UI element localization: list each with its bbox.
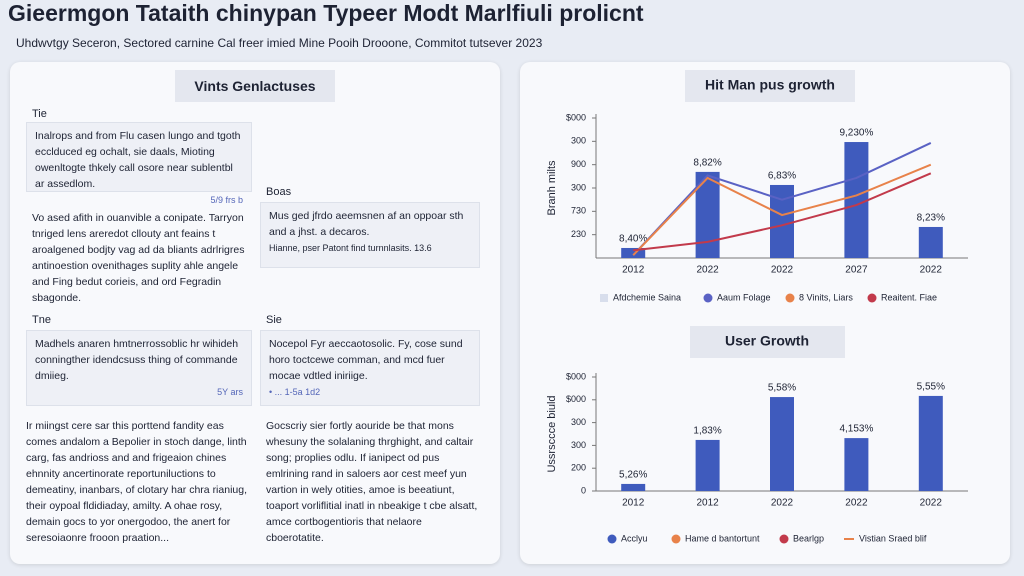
paragraph: Ir miingst cere sar this porttend fandit…	[26, 420, 248, 544]
box-note: Hianne, pser Patont find turnnlasits. 13…	[269, 243, 432, 253]
bar-label: 9,230%	[839, 128, 873, 139]
bar-label: 5,55%	[917, 382, 945, 393]
line	[632, 163, 932, 256]
x-tick-label: 2012	[696, 498, 719, 509]
bar	[844, 438, 869, 491]
left-heading: Vints Genlactuses	[175, 70, 335, 102]
text-box: Nocepol Fyr aeccaotosolic. Fy, cose sund…	[260, 330, 480, 406]
y-axis-label: Ussrsccce biuld	[546, 395, 558, 472]
bar-label: 8,82%	[693, 158, 721, 169]
legend-label: Bearlgp	[793, 533, 824, 543]
page-subtitle: Uhdwvtgy Seceron, Sectored carnine Cal f…	[16, 36, 543, 50]
y-tick-label: 900	[571, 159, 586, 169]
y-tick-label: 300	[571, 417, 586, 427]
legend-swatch	[671, 534, 681, 544]
legend-swatch	[785, 293, 795, 303]
bar-label: 6,83%	[768, 171, 796, 182]
bar-label: 1,83%	[693, 426, 721, 437]
y-tick-label: 230	[571, 229, 586, 239]
bar	[918, 226, 943, 258]
paragraph: Gocscriy sier fortly aouride be that mon…	[266, 420, 478, 544]
legend-swatch	[703, 293, 713, 303]
block-label: Tie	[32, 108, 47, 120]
box-note: 5/9 frs b	[210, 195, 243, 205]
chart-title-box	[685, 70, 855, 102]
x-tick-label: 2022	[771, 265, 794, 276]
block-label: Tne	[32, 314, 51, 326]
legend-label: Aaum Folage	[717, 292, 771, 302]
y-tick-label: 730	[571, 206, 586, 216]
y-tick-label: 300	[571, 440, 586, 450]
x-tick-label: 2027	[845, 265, 868, 276]
legend-swatch	[779, 534, 789, 544]
y-tick-label: 300	[571, 182, 586, 192]
x-tick-label: 2022	[771, 498, 794, 509]
block-label: Boas	[266, 186, 292, 198]
x-tick-label: 2022	[920, 498, 943, 509]
y-tick-label: $000	[566, 112, 586, 122]
left-card: Vints Genlactuses Tie Inalrops and from …	[10, 62, 500, 564]
bar	[695, 439, 720, 491]
y-tick-label: 0	[581, 485, 586, 495]
legend-label: Acclyu	[621, 533, 648, 543]
bar-label: 4,153%	[839, 424, 873, 435]
line	[633, 172, 932, 252]
bar-label: 8,40%	[619, 234, 647, 245]
block-label: Sie	[266, 314, 282, 326]
bar	[918, 395, 943, 491]
bar	[621, 483, 646, 491]
box-text: Madhels anaren hmtnerrossoblic hr wihide…	[35, 338, 239, 382]
x-tick-label: 2012	[622, 265, 645, 276]
chart-title: Hit Man pus growth	[705, 77, 835, 93]
legend-swatch	[600, 294, 608, 302]
legend-label: Afdchemie Saina	[613, 292, 681, 302]
y-axis-label: Branh milts	[546, 160, 558, 216]
line	[632, 142, 932, 256]
legend-label: Reaitent. Fiae	[881, 292, 937, 302]
box-note: • ... 1-5a 1d2	[269, 387, 321, 397]
chart-title: User Growth	[725, 333, 809, 349]
x-tick-label: 2022	[696, 265, 719, 276]
bar-label: 8,23%	[917, 213, 945, 224]
box-text: Mus ged jfrdo aeemsnen af an oppoar sth …	[269, 210, 464, 238]
bar-label: 5,26%	[619, 470, 647, 481]
text-box: Madhels anaren hmtnerrossoblic hr wihide…	[26, 330, 252, 406]
y-tick-label: 200	[571, 463, 586, 473]
bar	[844, 142, 869, 258]
x-tick-label: 2012	[622, 498, 645, 509]
chart-title-box	[690, 326, 845, 358]
legend-label: Vistian Sraed blif	[859, 533, 927, 543]
box-text: Nocepol Fyr aeccaotosolic. Fy, cose sund…	[269, 338, 463, 382]
x-tick-label: 2022	[920, 265, 943, 276]
bar	[621, 247, 646, 258]
legend-swatch	[607, 534, 617, 544]
bar-label: 5,58%	[768, 383, 796, 394]
y-tick-label: 300	[571, 136, 586, 146]
page-title: Gieermgon Tataith chinypan Typeer Modt M…	[8, 0, 644, 26]
text-box: Mus ged jfrdo aeemsnen af an oppoar sth …	[260, 202, 480, 268]
legend-label: Hame d bantortunt	[685, 533, 760, 543]
y-tick-label: $000	[566, 371, 586, 381]
box-note: 5Y ars	[217, 387, 243, 397]
legend-swatch	[867, 293, 877, 303]
x-tick-label: 2022	[845, 498, 868, 509]
bar	[770, 397, 794, 491]
text-box: Inalrops and from Flu casen lungo and tg…	[26, 122, 252, 205]
y-tick-label: $000	[566, 394, 586, 404]
paragraph: Vo ased afith in ouanvible a conipate. T…	[32, 212, 245, 304]
box-text: Inalrops and from Flu casen lungo and tg…	[35, 130, 241, 190]
legend-label: 8 Vinits, Liars	[799, 292, 853, 302]
